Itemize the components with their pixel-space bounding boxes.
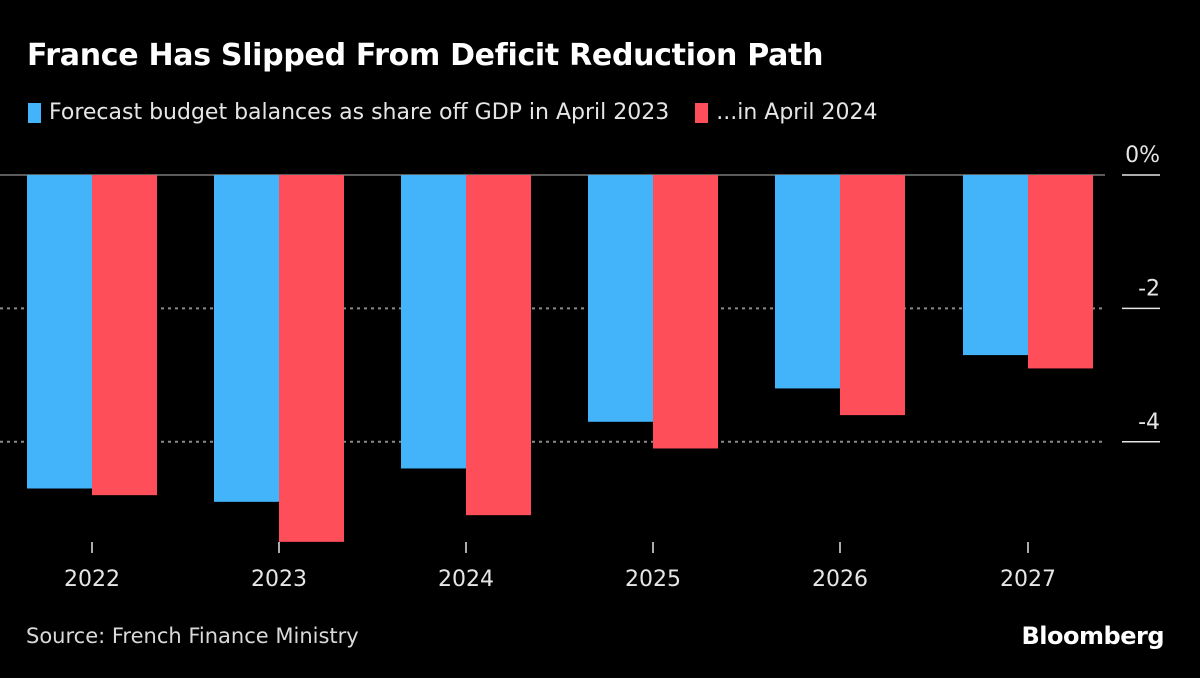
legend: Forecast budget balances as share off GD… bbox=[28, 100, 904, 125]
y-tick-label: -2 bbox=[1138, 276, 1160, 301]
legend-label-april-2023: Forecast budget balances as share off GD… bbox=[49, 100, 670, 125]
bar-april-2023-2023 bbox=[214, 175, 279, 502]
x-tick-label: 2027 bbox=[1000, 567, 1056, 592]
source-note: Source: French Finance Ministry bbox=[26, 624, 359, 648]
x-tick-label: 2026 bbox=[812, 567, 868, 592]
chart-title: France Has Slipped From Deficit Reductio… bbox=[27, 38, 824, 73]
legend-label-april-2024: ...in April 2024 bbox=[716, 100, 878, 125]
bar-april-2023-2024 bbox=[401, 175, 466, 469]
x-tick-label: 2025 bbox=[625, 567, 681, 592]
x-tick-label: 2024 bbox=[438, 567, 494, 592]
bar-april-2024-2022 bbox=[92, 175, 157, 496]
bar-april-2024-2027 bbox=[1028, 175, 1093, 369]
bar-april-2023-2025 bbox=[588, 175, 653, 422]
bar-april-2023-2022 bbox=[27, 175, 92, 489]
bar-april-2024-2024 bbox=[466, 175, 531, 516]
bar-april-2024-2026 bbox=[840, 175, 905, 416]
legend-item-april-2023: Forecast budget balances as share off GD… bbox=[28, 100, 669, 125]
bar-april-2024-2025 bbox=[653, 175, 718, 449]
legend-swatch-april-2023 bbox=[28, 102, 41, 123]
bar-april-2023-2027 bbox=[963, 175, 1028, 356]
y-tick-label: -4 bbox=[1138, 410, 1160, 435]
bloomberg-logo: Bloomberg bbox=[1021, 622, 1165, 650]
bar-april-2024-2023 bbox=[279, 175, 344, 542]
x-tick-label: 2023 bbox=[251, 567, 307, 592]
y-tick-label: 0% bbox=[1125, 143, 1160, 168]
bar-april-2023-2026 bbox=[775, 175, 840, 389]
legend-swatch-april-2024 bbox=[695, 102, 709, 123]
x-tick-label: 2022 bbox=[64, 567, 120, 592]
legend-item-april-2024: ...in April 2024 bbox=[695, 100, 878, 125]
